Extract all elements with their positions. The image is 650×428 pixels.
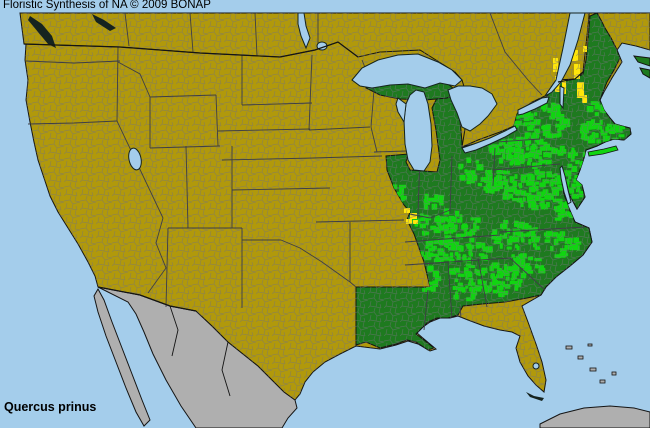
lake-champlain: [559, 85, 565, 110]
bahamas-islands: [565, 343, 617, 384]
us-canada-border-east: [557, 71, 584, 83]
state-borders: [25, 12, 586, 397]
us-canada-border: [23, 41, 359, 58]
species-name-label: Quercus prinus: [4, 400, 97, 414]
lake-huron: [447, 85, 498, 132]
map-title: Floristic Synthesis of NA © 2009 BONAP: [3, 0, 211, 11]
lake-superior: [351, 53, 463, 89]
nova-scotia-fragment-2: [639, 67, 650, 79]
lake-winnipeg: [297, 12, 311, 50]
lake-erie: [461, 125, 518, 154]
coastal-islands: [28, 14, 544, 401]
chesapeake-bay: [559, 165, 572, 205]
florida-keys: [526, 392, 544, 401]
nova-scotia-fragment-1: [632, 55, 650, 67]
bc-inlets: [92, 14, 116, 31]
lake-ontario: [517, 96, 550, 116]
no-data-landmass: [93, 286, 650, 428]
international-borders: [23, 41, 584, 312]
cuba: [539, 405, 650, 428]
baja-california: [93, 287, 151, 427]
great-salt-lake: [128, 147, 142, 171]
us-mexico-border: [97, 286, 197, 312]
vancouver-island: [28, 16, 56, 48]
lake-michigan: [403, 89, 433, 172]
st-lawrence-river: [544, 12, 586, 97]
lake-okeechobee: [532, 362, 540, 370]
long-island: [587, 145, 619, 157]
lakes: [128, 12, 586, 370]
green-bay: [395, 97, 407, 124]
